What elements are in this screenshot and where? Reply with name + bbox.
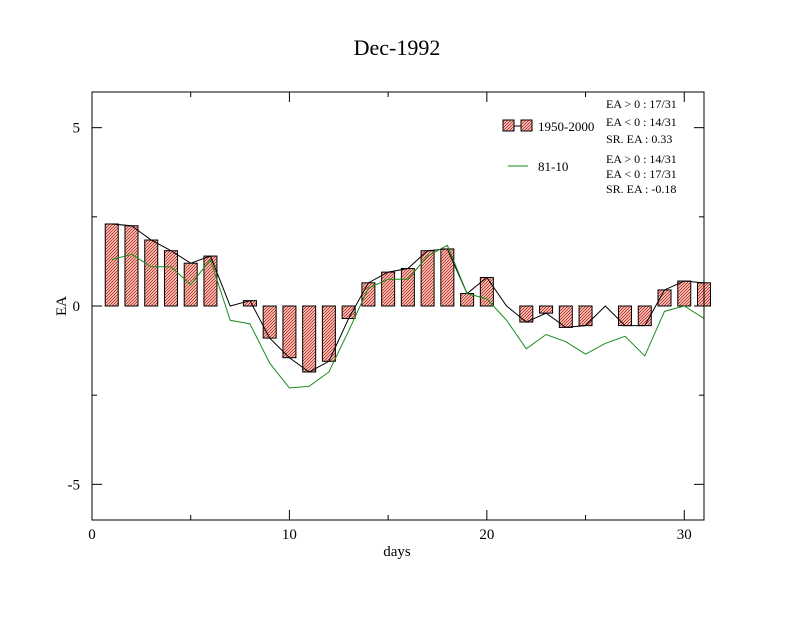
bar-1950-2000-day-11 [302, 305, 317, 373]
y-tick-label--5: -5 [68, 477, 81, 493]
x-tick-label-20: 20 [479, 527, 494, 543]
bar-1950-2000-day-19 [460, 293, 475, 307]
bar-1950-2000-day-10 [282, 305, 297, 359]
legend-label-81-10: 81-10 [538, 159, 568, 174]
legend-stat-1950-2000-pos: EA > 0 : 17/31 [606, 97, 677, 111]
legend: 1950-2000 EA > 0 : 17/31 EA < 0 : 14/31 … [502, 97, 677, 196]
line-1950-2000 [111, 223, 705, 373]
line-series [111, 223, 705, 389]
bar-1950-2000-day-15 [381, 271, 396, 307]
legend-stat-1950-2000-neg: EA < 0 : 14/31 [606, 115, 677, 129]
axis-ticks: 0 10 20 30 5 0 -5 [68, 92, 704, 543]
legend-stat-81-10-pos: EA > 0 : 14/31 [606, 152, 677, 166]
bar-1950-2000-day-1 [104, 223, 119, 307]
legend-label-1950-2000: 1950-2000 [538, 119, 594, 134]
x-tick-label-0: 0 [88, 527, 96, 543]
line-81-10 [111, 244, 705, 389]
bar-1950-2000-day-30 [677, 280, 692, 307]
x-tick-label-10: 10 [282, 527, 297, 543]
bar-1950-2000-day-4 [163, 250, 178, 307]
bar-1950-2000-day-6 [203, 255, 218, 307]
x-axis-label: days [383, 544, 411, 560]
bar-1950-2000-day-3 [144, 239, 159, 307]
chart-title: Dec-1992 [354, 35, 441, 60]
x-tick-label-30: 30 [677, 527, 692, 543]
legend-stat-81-10-neg: EA < 0 : 17/31 [606, 167, 677, 181]
legend-swatch-1950-2000-left [502, 119, 515, 132]
bar-series [104, 223, 711, 373]
y-tick-label-5: 5 [73, 121, 81, 137]
bar-1950-2000-day-12 [321, 305, 336, 362]
bar-1950-2000-day-9 [262, 305, 277, 339]
bar-1950-2000-day-27 [618, 305, 633, 327]
legend-stat-1950-2000-sr: SR. EA : 0.33 [606, 132, 672, 146]
bar-1950-2000-day-25 [578, 305, 593, 327]
legend-swatch-1950-2000-right [520, 119, 533, 132]
y-axis-label: EA [54, 296, 70, 316]
bar-1950-2000-day-28 [637, 305, 652, 327]
bar-1950-2000-day-17 [420, 250, 435, 307]
bar-1950-2000-day-13 [341, 305, 356, 319]
legend-stat-81-10-sr: SR. EA : -0.18 [606, 182, 676, 196]
y-tick-label-0: 0 [73, 299, 81, 315]
bar-1950-2000-day-2 [124, 225, 139, 307]
bar-1950-2000-day-23 [539, 305, 554, 314]
